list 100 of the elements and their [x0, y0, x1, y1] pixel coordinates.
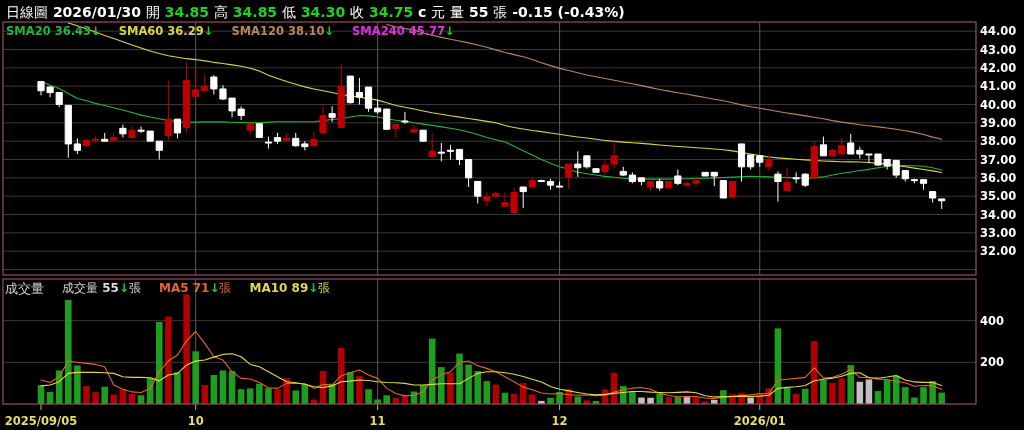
- bar: [847, 365, 854, 404]
- candlestick: [401, 111, 409, 125]
- bar: [347, 372, 354, 405]
- bar: [374, 399, 381, 404]
- candlestick: [246, 123, 254, 136]
- candlestick: [810, 140, 818, 179]
- candlestick: [82, 138, 91, 147]
- line-series: [40, 330, 943, 400]
- bar: [65, 299, 72, 404]
- candlestick: [346, 75, 354, 105]
- bar: [356, 376, 363, 404]
- bar: [174, 372, 181, 404]
- candlestick: [847, 133, 855, 155]
- candlestick: [310, 131, 318, 148]
- y-tick-label: 200: [980, 355, 1005, 370]
- candlestick: [264, 136, 273, 149]
- candlestick: [665, 181, 673, 189]
- bar: [256, 383, 263, 404]
- candlestick: [319, 104, 327, 135]
- candlestick: [119, 124, 127, 138]
- candlestick: [929, 191, 937, 204]
- candlestick: [474, 181, 482, 204]
- candlestick: [201, 73, 209, 92]
- candlestick: [255, 123, 263, 138]
- candlestick: [64, 104, 72, 159]
- candlestick: [838, 137, 846, 156]
- candlestick: [728, 180, 737, 198]
- bar: [438, 367, 445, 405]
- bar: [829, 382, 836, 404]
- candlestick: [701, 171, 709, 177]
- bar: [811, 341, 818, 404]
- candlestick: [774, 170, 782, 203]
- x-tick-label: 10: [187, 414, 204, 428]
- bar: [101, 386, 108, 404]
- candlestick: [73, 137, 81, 155]
- bar: [838, 378, 845, 405]
- candlestick: [355, 77, 364, 105]
- candlestick: [410, 124, 418, 134]
- bar: [447, 372, 454, 404]
- bar: [465, 364, 472, 405]
- x-tick-label: 11: [369, 414, 386, 428]
- candlestick: [101, 132, 109, 142]
- candlestick: [283, 132, 291, 142]
- y-tick-label: 44.00: [980, 24, 1017, 39]
- bar: [246, 388, 254, 405]
- chart-title: 日線圖 2026/01/30 開 34.85 高 34.85 低 34.30 收 34.75 c 元 量 55 張 -0.15 (-0.43%): [6, 4, 625, 20]
- y-tick-label: 40.00: [980, 97, 1017, 112]
- bar: [201, 385, 209, 404]
- candlestick: [765, 154, 773, 172]
- candlestick: [392, 123, 400, 139]
- bar: [265, 388, 272, 404]
- candlestick: [337, 63, 345, 128]
- candlestick: [828, 148, 837, 158]
- bar: [192, 351, 199, 404]
- candlestick: [419, 129, 427, 143]
- candlestick: [737, 143, 746, 182]
- bar: [383, 395, 390, 404]
- y-tick-label: 32.00: [980, 244, 1017, 259]
- bar: [337, 347, 345, 404]
- y-tick-label: 38.00: [980, 134, 1017, 149]
- candlestick: [555, 181, 564, 188]
- candlestick: [910, 178, 918, 184]
- candlestick: [919, 179, 928, 191]
- y-tick-label: 36.00: [980, 170, 1017, 185]
- x-tick-label: 2025/09/05: [4, 414, 78, 428]
- bar: [529, 394, 536, 404]
- y-tick-label: 42.00: [980, 60, 1017, 75]
- bar: [365, 389, 372, 404]
- candlestick: [437, 142, 445, 162]
- bar: [165, 316, 172, 404]
- candlestick: [192, 68, 200, 98]
- bar: [938, 392, 945, 404]
- candlestick: [637, 177, 646, 186]
- candlestick: [110, 132, 118, 142]
- y-tick-label: 33.00: [980, 225, 1017, 240]
- candlestick: [128, 125, 136, 139]
- chart-title: 成交量: [5, 280, 44, 296]
- candlestick: [656, 178, 664, 192]
- y-tick-label: 34.00: [980, 207, 1017, 222]
- candlestick: [364, 86, 373, 113]
- bar: [902, 387, 909, 405]
- bar: [183, 294, 190, 404]
- y-tick-label: 400: [980, 313, 1005, 328]
- text: SMA120 38.10↓: [231, 24, 335, 38]
- candlestick: [455, 148, 464, 166]
- bar: [274, 389, 281, 404]
- bar: [801, 388, 809, 404]
- candlestick: [592, 168, 600, 173]
- candlestick: [783, 167, 791, 192]
- candlestick: [328, 105, 336, 123]
- candlestick: [674, 169, 682, 186]
- candlestick: [292, 132, 300, 148]
- text: MA5 71↓張: [158, 281, 232, 295]
- bar: [629, 391, 636, 404]
- x-tick-label: 12: [551, 414, 568, 428]
- candlestick: [173, 118, 182, 139]
- candlestick: [710, 171, 718, 187]
- candlestick: [619, 166, 627, 177]
- candlestick: [164, 80, 172, 141]
- candlestick: [938, 198, 946, 210]
